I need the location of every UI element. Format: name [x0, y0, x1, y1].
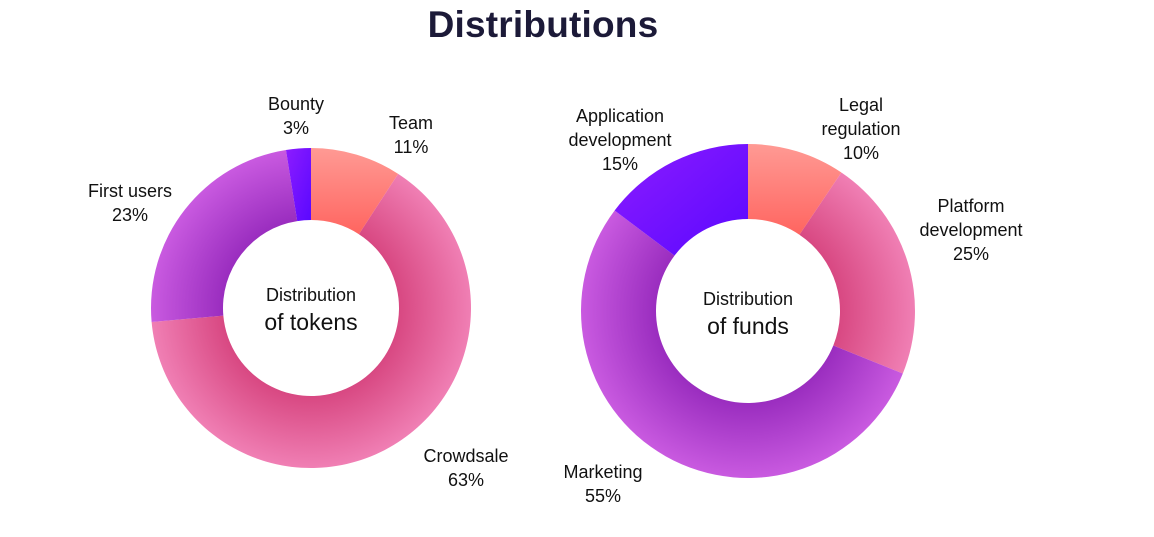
- label-value: 25%: [952, 244, 990, 264]
- label-marketing: Marketing 55%: [543, 460, 663, 508]
- slice-crowdsale: [151, 173, 472, 468]
- center-line-2: of funds: [707, 313, 789, 339]
- tokens-donut: [150, 148, 472, 468]
- slice-bounty: [285, 148, 311, 222]
- label-value: 11%: [393, 137, 429, 157]
- label-name: Marketing: [563, 462, 643, 482]
- label-value: 63%: [447, 470, 485, 490]
- slice-legal-regulation: [748, 144, 842, 235]
- slice-marketing: [581, 210, 903, 478]
- label-crowdsale: Crowdsale 63%: [406, 444, 526, 492]
- label-bounty: Bounty 3%: [246, 92, 346, 140]
- label-name: Bounty: [267, 94, 325, 114]
- tokens-center-label: Distribution of tokens: [231, 283, 391, 337]
- label-name: Team: [388, 113, 433, 133]
- label-value: 3%: [282, 118, 309, 138]
- label-name: First users: [87, 181, 172, 201]
- label-name-line-1: Platform: [937, 196, 1005, 216]
- label-team: Team 11%: [361, 111, 461, 159]
- center-line-1: Distribution: [265, 285, 357, 305]
- slice-first-users: [150, 149, 298, 322]
- label-value: 10%: [842, 143, 880, 163]
- slice-team: [311, 148, 399, 235]
- label-first-users: First users 23%: [70, 179, 190, 227]
- funds-donut: [581, 144, 915, 478]
- label-value: 15%: [601, 154, 639, 174]
- slice-platform-development: [799, 172, 915, 374]
- label-value: 55%: [584, 486, 622, 506]
- label-name-line-2: development: [919, 220, 1023, 240]
- label-platform-development: Platform development 25%: [906, 194, 1036, 266]
- label-value: 23%: [111, 205, 149, 225]
- funds-center-label: Distribution of funds: [668, 287, 828, 341]
- slice-application-development: [614, 144, 748, 256]
- label-application-development: Application development 15%: [545, 104, 695, 176]
- center-line-1: Distribution: [702, 289, 794, 309]
- label-name-line-1: Legal: [838, 95, 884, 115]
- label-name-line-2: regulation: [821, 119, 901, 139]
- center-line-2: of tokens: [264, 309, 358, 335]
- label-legal-regulation: Legal regulation 10%: [796, 93, 926, 165]
- label-name-line-1: Application: [575, 106, 665, 126]
- page-title: Distributions: [427, 4, 659, 45]
- label-name: Crowdsale: [423, 446, 509, 466]
- label-name-line-2: development: [568, 130, 672, 150]
